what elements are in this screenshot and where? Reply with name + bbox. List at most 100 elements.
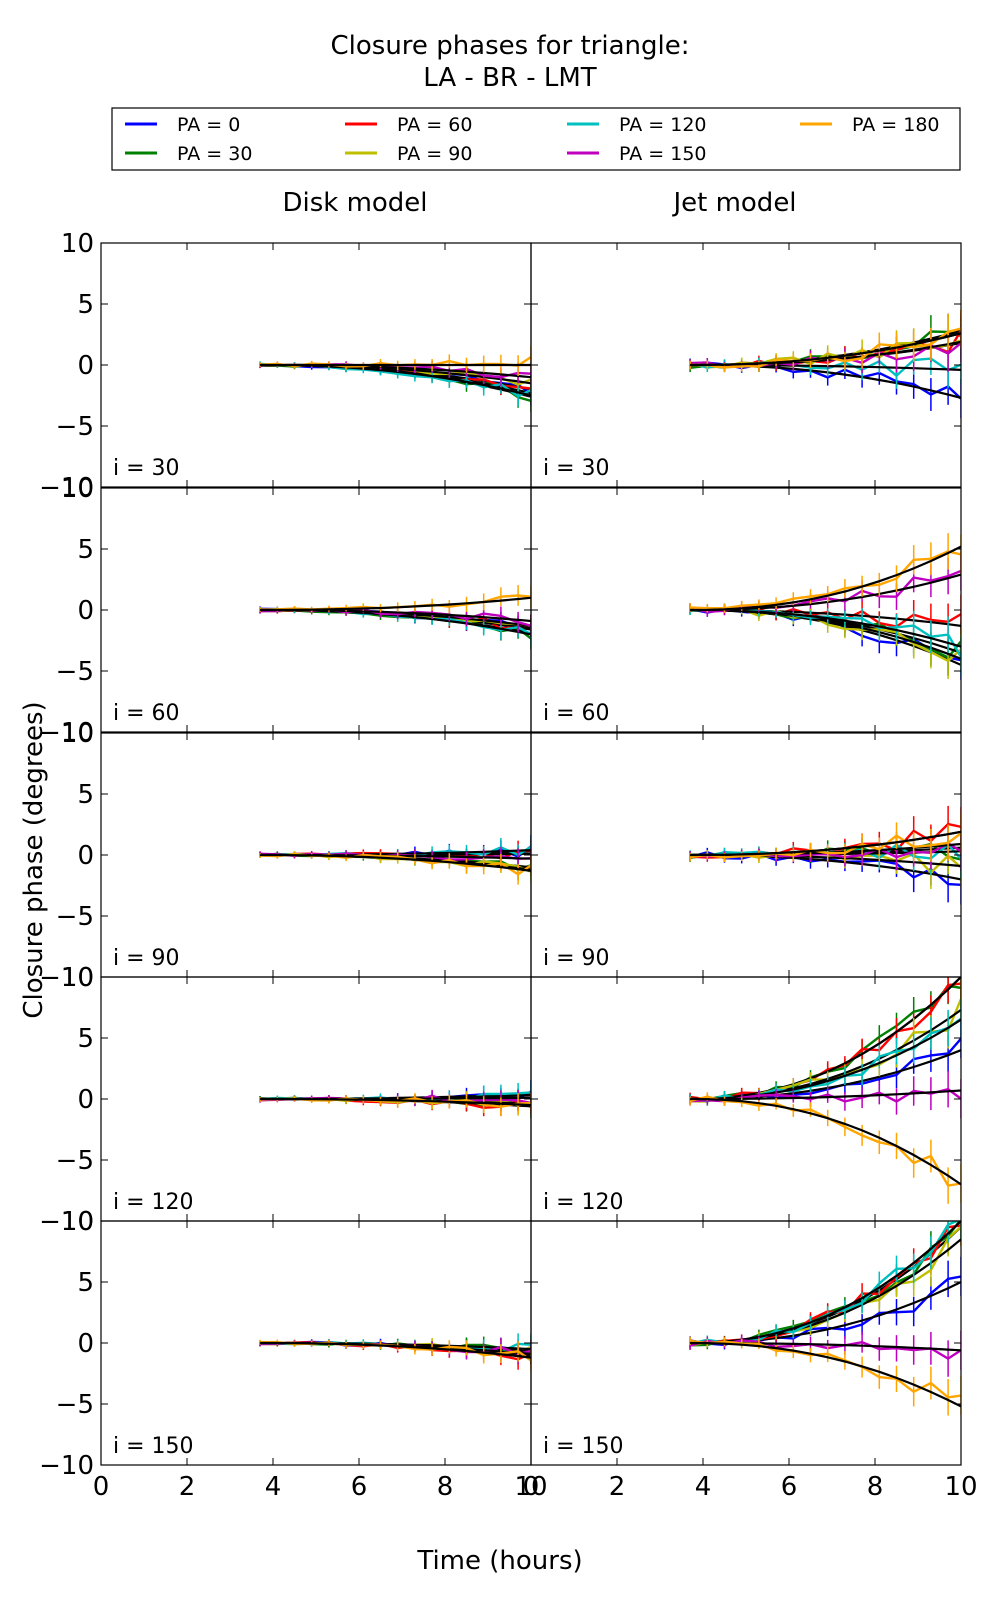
- plot-area: [689, 308, 961, 419]
- model-curve: [690, 1226, 961, 1345]
- y-tick-label: −10: [39, 963, 94, 993]
- legend-box: [111, 107, 961, 171]
- y-tick-label: −5: [56, 412, 94, 442]
- panel-label: i = 150: [113, 1434, 194, 1459]
- x-tick-label: 0: [93, 1472, 110, 1502]
- y-tick-label: 5: [77, 535, 94, 565]
- legend-label: PA = 180: [852, 114, 940, 136]
- y-axis-label: Closure phase (degrees): [19, 701, 49, 1018]
- legend-entry: PA = 180: [800, 114, 940, 136]
- panel-label: i = 60: [543, 701, 610, 726]
- panel-jet-i60: i = 60: [530, 487, 962, 733]
- panel-label: i = 90: [113, 946, 180, 971]
- legend-label: PA = 60: [397, 114, 472, 136]
- panel-label: i = 150: [543, 1434, 624, 1459]
- legend-label: PA = 150: [619, 143, 707, 165]
- legend-entry: PA = 150: [567, 143, 707, 165]
- model-curve: [260, 853, 531, 872]
- plot-area: [259, 585, 531, 650]
- legend-label: PA = 90: [397, 143, 472, 165]
- legend: PA = 0 PA = 30 PA = 60 PA = 90 PA = 120 PA = …: [111, 107, 961, 171]
- series-line: [690, 1221, 961, 1347]
- panel-label: i = 60: [113, 701, 180, 726]
- model-curve: [690, 332, 961, 367]
- series-line: [689, 1221, 961, 1345]
- model-curve: [690, 1341, 961, 1408]
- panels: −10 −5 0 5 10 i = 30 i = 30 −10 −5 0 5 10 i = 60 i = …: [39, 229, 977, 1502]
- legend-label: PA = 0: [177, 114, 240, 136]
- model-curve: [690, 830, 961, 857]
- x-tick-label: 8: [867, 1472, 884, 1502]
- plot-area: [689, 1221, 961, 1416]
- y-tick-label: −10: [39, 718, 94, 748]
- legend-entry: PA = 120: [567, 114, 707, 136]
- panel-disk-i30: −10 −5 0 5 10 i = 30: [39, 229, 532, 503]
- series-line: [689, 1095, 961, 1187]
- x-tick-label: 10: [514, 1472, 547, 1502]
- x-tick-label: 6: [351, 1472, 368, 1502]
- x-tick-label: 2: [609, 1472, 626, 1502]
- model-curve: [260, 596, 531, 612]
- y-tick-label: 0: [77, 1085, 94, 1115]
- panel-jet-i30: i = 30: [530, 242, 962, 488]
- legend-entry: PA = 30: [125, 143, 252, 165]
- x-tick-label: 4: [695, 1472, 712, 1502]
- y-tick-label: 10: [61, 719, 94, 749]
- y-tick-label: 0: [77, 351, 94, 381]
- y-tick-label: 5: [77, 1268, 94, 1298]
- plot-area: [259, 835, 531, 885]
- y-tick-label: 10: [61, 229, 94, 259]
- plot-area: [259, 1333, 531, 1372]
- y-tick-label: −5: [56, 1390, 94, 1420]
- y-tick-label: −5: [56, 657, 94, 687]
- y-tick-label: 5: [77, 1024, 94, 1054]
- plot-area: [259, 1080, 531, 1119]
- y-tick-label: −10: [39, 1451, 94, 1481]
- y-tick-label: −10: [39, 473, 94, 503]
- y-tick-label: −10: [39, 1207, 94, 1237]
- panel-label: i = 30: [543, 456, 610, 481]
- y-tick-label: −5: [56, 1146, 94, 1176]
- series-line: [690, 606, 961, 660]
- x-tick-label: 10: [944, 1472, 977, 1502]
- legend-entry: PA = 0: [125, 114, 240, 136]
- column-title-jet: Jet model: [671, 188, 796, 218]
- series-line: [689, 569, 961, 614]
- plot-area: [689, 977, 961, 1204]
- column-title-disk: Disk model: [282, 188, 427, 218]
- panel-jet-i120: i = 120: [530, 976, 962, 1222]
- model-curve: [690, 1097, 961, 1186]
- x-tick-label: 4: [265, 1472, 282, 1502]
- panel-label: i = 120: [113, 1190, 194, 1215]
- model-curve: [690, 1018, 961, 1101]
- plot-area: [689, 533, 961, 680]
- model-curve: [690, 1089, 961, 1101]
- panel-disk-i120: −10 −5 0 5 10 i = 120: [39, 963, 532, 1237]
- panel-label: i = 30: [113, 456, 180, 481]
- panel-label: i = 90: [543, 946, 610, 971]
- plot-area: [689, 805, 961, 905]
- x-tick-label: 8: [437, 1472, 454, 1502]
- model-curve: [690, 1221, 961, 1345]
- x-tick-label: 2: [179, 1472, 196, 1502]
- panel-label: i = 120: [543, 1190, 624, 1215]
- legend-entry: PA = 60: [345, 114, 472, 136]
- model-curve: [690, 545, 961, 612]
- model-curve: [690, 608, 961, 648]
- panel-disk-i90: −10 −5 0 5 10 i = 90: [39, 719, 532, 993]
- x-axis-label: Time (hours): [416, 1546, 582, 1576]
- x-tick-label: 0: [523, 1472, 540, 1502]
- y-tick-label: −5: [56, 902, 94, 932]
- y-tick-label: 0: [77, 841, 94, 871]
- y-tick-label: 5: [77, 780, 94, 810]
- y-tick-label: 10: [61, 963, 94, 993]
- panel-jet-i90: i = 90: [530, 732, 962, 978]
- chart-title-line-1: Closure phases for triangle:: [331, 31, 690, 61]
- x-tick-label: 6: [781, 1472, 798, 1502]
- legend-entry: PA = 90: [345, 143, 472, 165]
- panel-disk-i60: −10 −5 0 5 10 i = 60: [39, 474, 532, 748]
- panel-jet-i150: 0 2 4 6 8 10 i = 150: [523, 1220, 978, 1502]
- model-curve: [260, 1341, 531, 1359]
